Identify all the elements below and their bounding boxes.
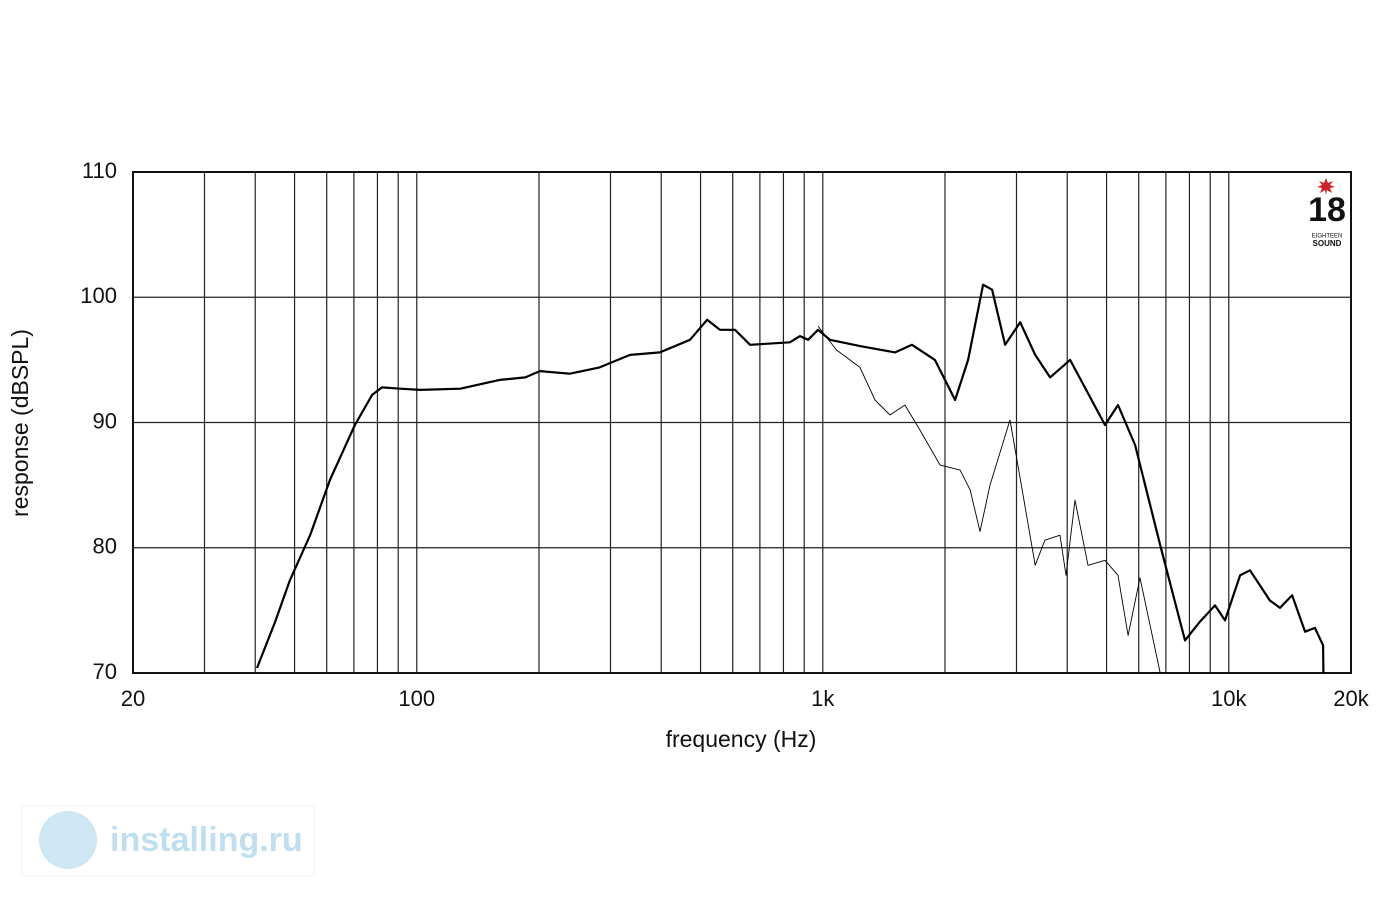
x-tick-label: 20 xyxy=(121,686,145,711)
logo-text: EIGHTEEN xyxy=(1312,234,1343,240)
plot-frame xyxy=(132,171,1352,674)
logo-text: SOUND xyxy=(1313,239,1342,248)
watermark: installing.ru xyxy=(21,805,315,877)
series-line xyxy=(255,283,1325,674)
y-tick-label: 80 xyxy=(93,534,117,559)
watermark-box xyxy=(21,805,315,877)
x-tick-label: 1k xyxy=(811,686,835,711)
y-tick-label: 100 xyxy=(80,283,117,308)
y-tick-label: 90 xyxy=(93,408,117,433)
x-tick-label: 100 xyxy=(398,686,435,711)
logo-star xyxy=(1317,178,1335,195)
y-axis-label: response (dBSPL) xyxy=(7,329,33,517)
watermark-icon xyxy=(39,811,97,869)
logo-mark: 18 xyxy=(1308,191,1346,229)
x-tick-label: 10k xyxy=(1211,686,1247,711)
y-tick-label: 110 xyxy=(82,158,117,183)
x-axis-label: frequency (Hz) xyxy=(666,726,817,752)
logo: 18 EIGHTEEN SOUND xyxy=(1308,178,1346,248)
series-line xyxy=(817,325,1161,674)
x-tick-label: 20k xyxy=(1333,686,1369,711)
watermark-text: installing.ru xyxy=(110,821,303,859)
y-tick-label: 70 xyxy=(93,659,117,684)
